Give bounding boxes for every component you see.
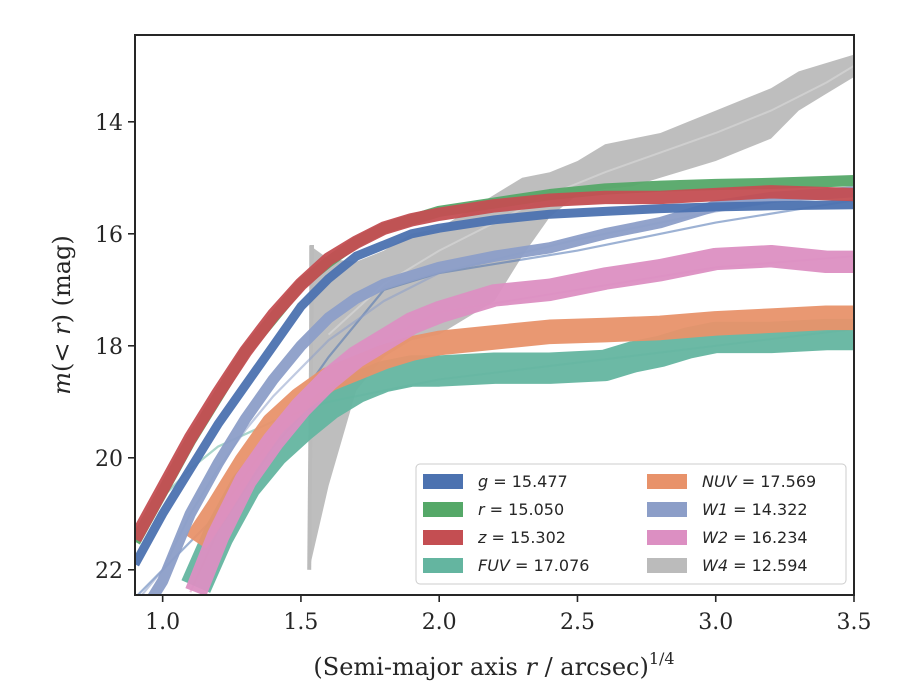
x-axis-label: (Semi-major axis r / arcsec)1/4 (313, 649, 674, 681)
y-axis-label: m(< r) (mag) (48, 235, 76, 395)
legend-label: r = 15.050 (478, 500, 564, 519)
x-axis-label-main: (Semi-major axis (313, 653, 525, 681)
legend-label: W2 = 16.234 (702, 528, 808, 547)
legend-label-value: = 16.234 (728, 528, 808, 547)
x-axis-label-sup: 1/4 (649, 649, 675, 668)
y-tick-label: 22 (95, 559, 123, 584)
series-layer (135, 54, 854, 595)
x-tick-label: 3.5 (837, 610, 872, 635)
legend-label: W4 = 12.594 (702, 556, 808, 575)
legend-swatch (423, 530, 463, 545)
legend-item-z: z = 15.302 (423, 528, 566, 547)
y-axis-label-rest: ) (mag) (48, 235, 76, 323)
legend-swatch (647, 530, 687, 545)
legend-label-value: = 17.076 (510, 556, 590, 575)
y-tick-label: 16 (95, 223, 123, 248)
series-z-line (135, 185, 854, 543)
legend-label: FUV = 17.076 (478, 556, 589, 575)
legend-item-fuv: FUV = 17.076 (423, 556, 589, 575)
legend-label-value: = 17.569 (737, 472, 817, 491)
legend-swatch (423, 502, 463, 517)
y-tick-label: 18 (95, 335, 123, 360)
legend-box (415, 463, 847, 585)
x-tick-label: 1.0 (145, 610, 180, 635)
series-g-line (135, 200, 854, 567)
legend-label-var: W1 (702, 500, 728, 519)
series-w2-line (185, 245, 854, 595)
legend-item-nuv: NUV = 17.569 (647, 472, 816, 491)
y-axis-label-var2: r (48, 322, 76, 335)
x-tick-label: 3.0 (698, 610, 733, 635)
legend-label-value: = 15.302 (486, 528, 566, 547)
legend-swatch (423, 474, 463, 489)
legend-label-value: = 15.050 (485, 500, 565, 519)
y-tick-label: 14 (95, 111, 123, 136)
legend-label-var: z (477, 528, 487, 547)
legend-swatch (647, 558, 687, 573)
legend-label-var: r (478, 500, 486, 519)
legend-label: W1 = 14.322 (702, 500, 808, 519)
legend-label-value: = 15.477 (488, 472, 568, 491)
legend-item-g: g = 15.477 (423, 472, 568, 491)
legend-swatch (647, 502, 687, 517)
x-axis-label-rest: / arcsec) (537, 653, 649, 681)
x-axis-label-var: r (525, 653, 538, 681)
y-axis-label-mid: (< (48, 335, 76, 372)
series-g-model (136, 199, 854, 595)
legend-item-r: r = 15.050 (423, 500, 564, 519)
x-tick-label: 2.5 (560, 610, 595, 635)
legend-label: NUV = 17.569 (702, 472, 816, 491)
legend-label: z = 15.302 (477, 528, 566, 547)
legend-swatch (423, 558, 463, 573)
legend-label-var: W4 (702, 556, 728, 575)
legend-item-w4: W4 = 12.594 (647, 556, 808, 575)
legend-swatch (647, 474, 687, 489)
x-tick-label: 1.5 (283, 610, 318, 635)
legend-label: g = 15.477 (478, 472, 568, 491)
legend-item-w1: W1 = 14.322 (647, 500, 808, 519)
legend-label-var: FUV (478, 556, 511, 575)
series-w4-model (327, 64, 854, 336)
legend-label-var: NUV (702, 472, 738, 491)
legend-item-w2: W2 = 16.234 (647, 528, 808, 547)
legend-label-value: = 14.322 (728, 500, 808, 519)
x-tick-label: 2.0 (422, 610, 457, 635)
y-tick-label: 20 (95, 447, 123, 472)
series-w1-line (147, 186, 854, 595)
ticks-layer: 1.0 1.5 2.0 2.5 3.0 3.5 14 16 18 20 22 (95, 111, 872, 635)
y-axis-label-var1: m (48, 372, 76, 395)
legend-label-var: g (478, 472, 488, 491)
legend-label-value: = 12.594 (728, 556, 808, 575)
legend-label-var: W2 (702, 528, 728, 547)
plot-frame (134, 34, 855, 596)
